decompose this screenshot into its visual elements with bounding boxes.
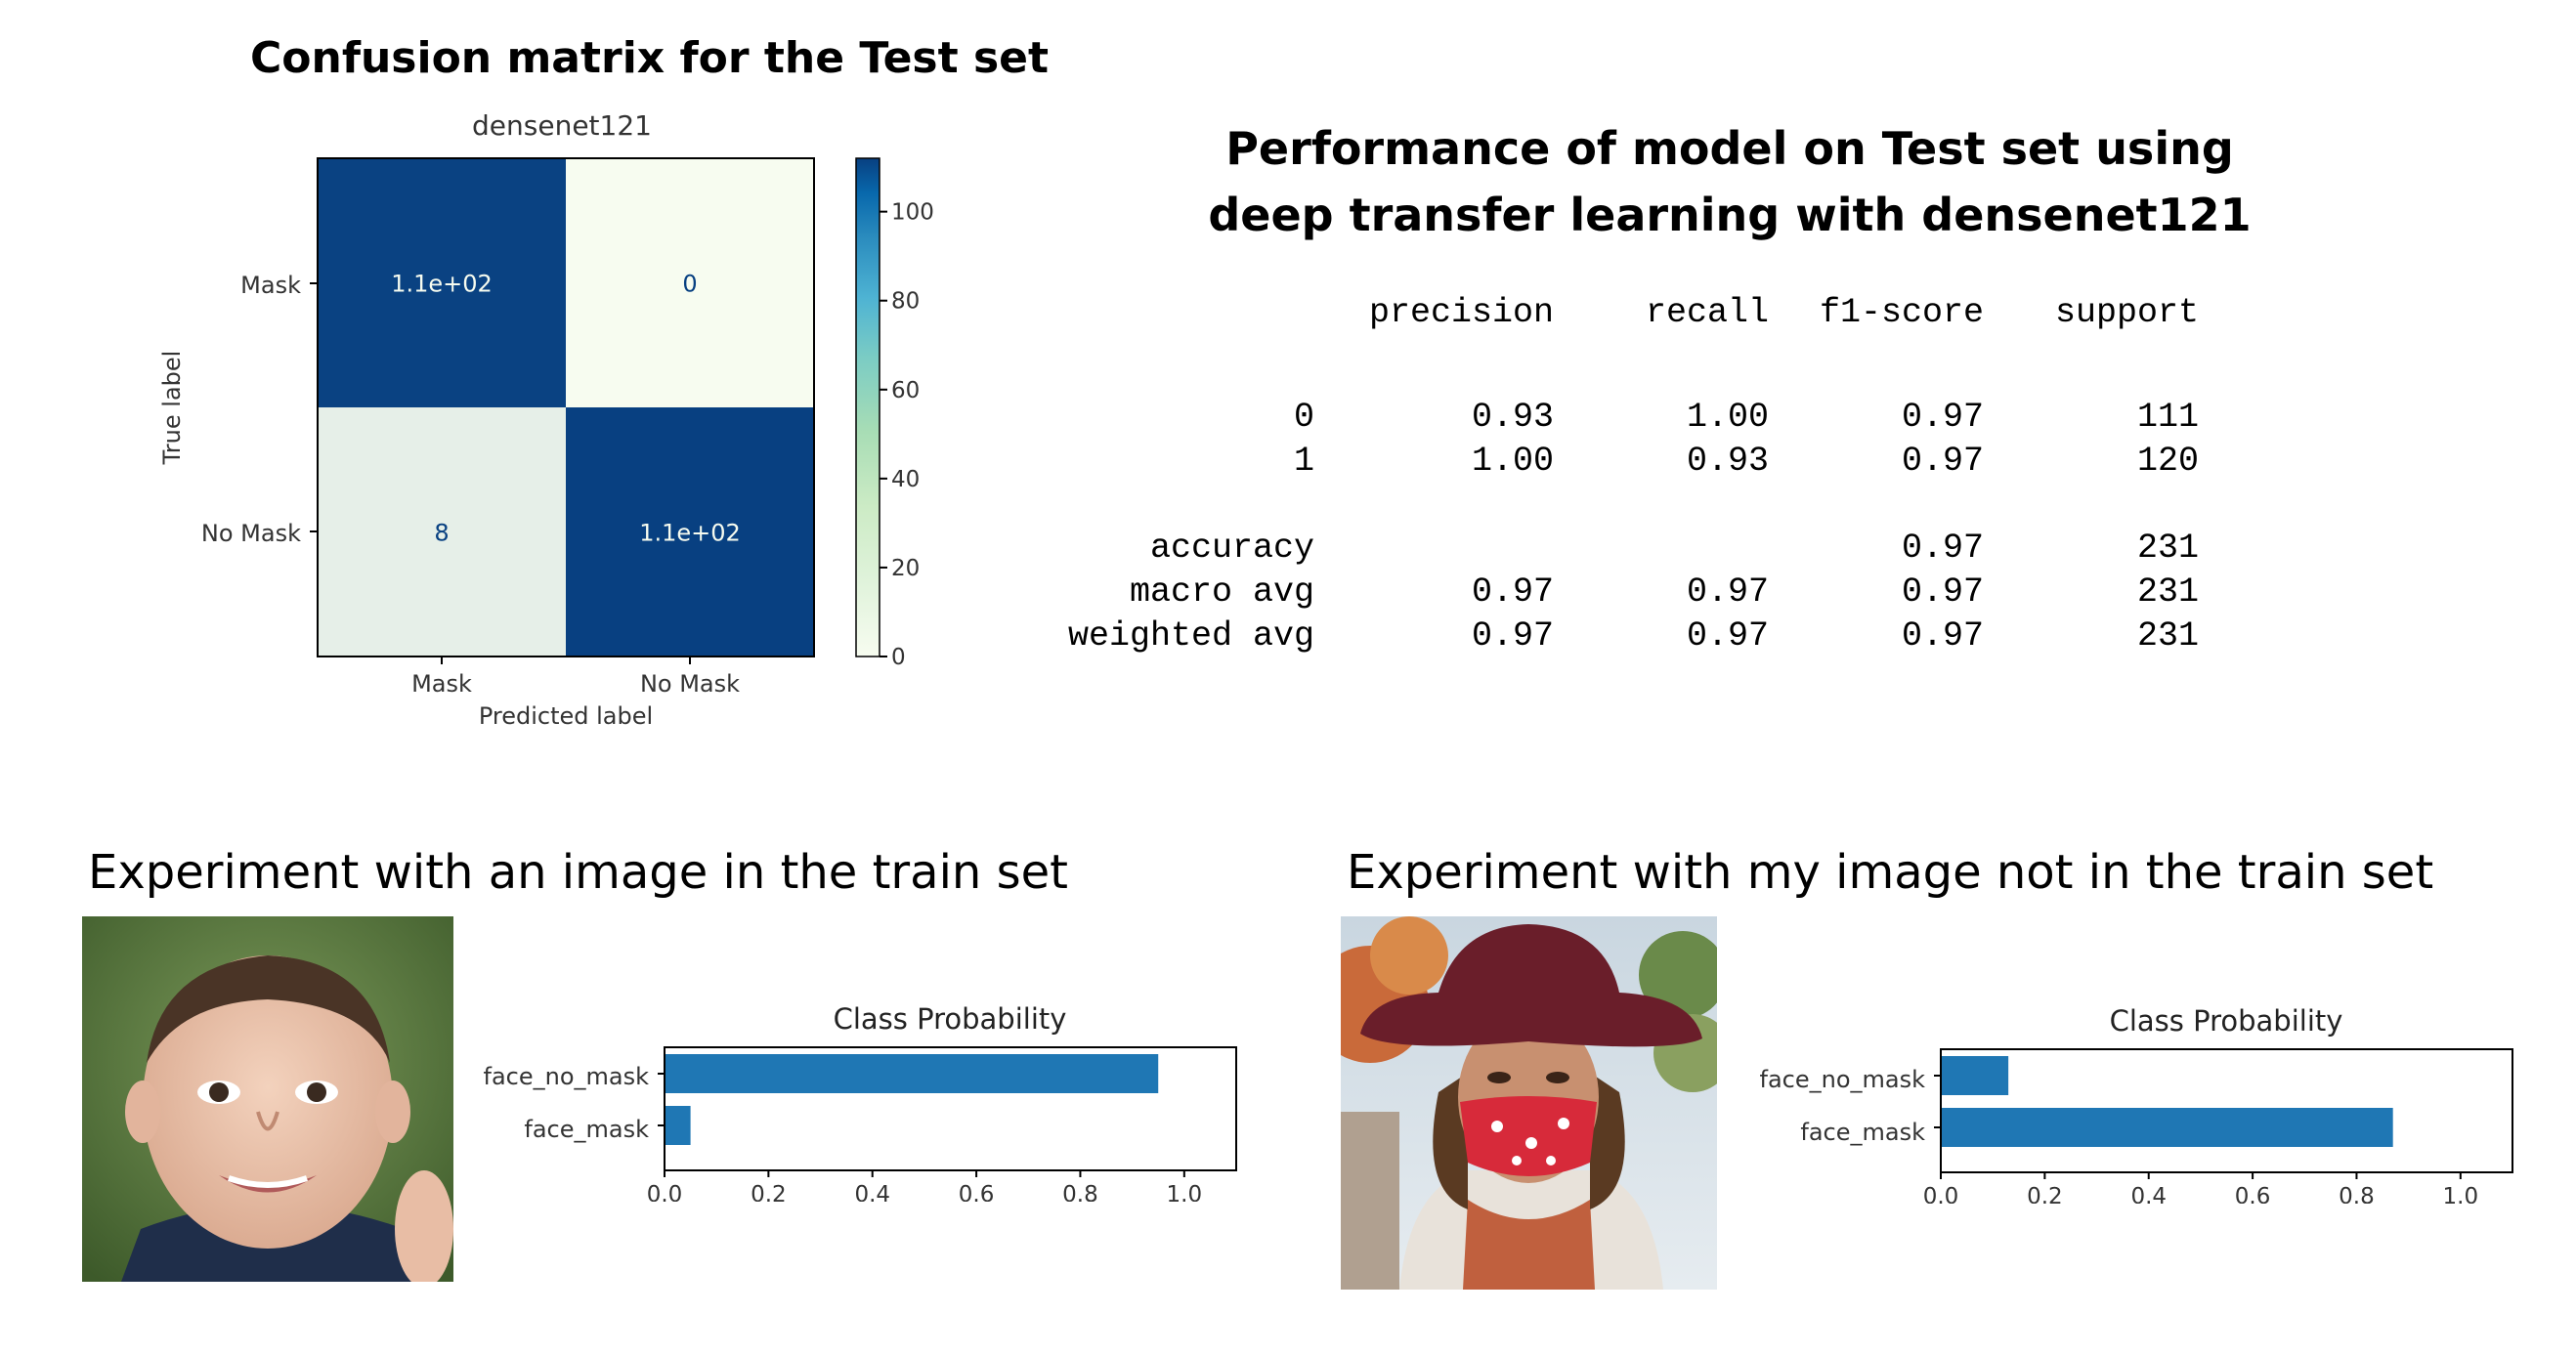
x-axis-label: Predicted label: [479, 702, 653, 730]
header-precision: precision: [1368, 293, 1554, 332]
classification-report: precision recall f1-score support 0 0.93…: [1031, 293, 2199, 657]
category-label-face-no-mask: face_no_mask: [1760, 1066, 1926, 1093]
matrix-cell-label: 8: [434, 520, 449, 547]
matrix-cell-label: 0: [682, 271, 697, 298]
report-row-1: 1 1.00 0.93 0.97 120: [1293, 441, 2199, 481]
header-f1-score: f1-score: [1819, 293, 1984, 332]
x-tick-label: 0.4: [854, 1182, 890, 1202]
x-tick-label: 0.2: [2027, 1184, 2063, 1204]
colorbar: [855, 157, 880, 657]
y-tick-mask: Mask: [240, 272, 301, 299]
confusion-matrix-title: Confusion matrix for the Test set: [250, 33, 1050, 83]
x-tick-mask: Mask: [411, 670, 472, 698]
matrix-cell-0-1: [566, 158, 814, 407]
colorbar-tick-label: 0: [891, 645, 906, 670]
colorbar-tick-label: 20: [891, 556, 920, 581]
performance-title: Performance of model on Test set using d…: [1124, 115, 2336, 248]
bar-face-no-mask: [665, 1054, 1159, 1093]
class-probability-chart-mine: Class Probability face_no_mask face_mask…: [1760, 1004, 2513, 1204]
bar-face-mask: [1941, 1108, 2393, 1147]
matrix-cell-1-0: [318, 407, 566, 657]
bar-face-no-mask: [1941, 1056, 2009, 1095]
category-label-face-no-mask: face_no_mask: [484, 1063, 650, 1090]
report-header-row: precision recall f1-score support: [1031, 293, 2199, 352]
colorbar-tick-label: 40: [891, 467, 920, 492]
matrix-cell-1-1: [566, 407, 814, 657]
x-tick-label: 1.0: [1167, 1182, 1203, 1202]
matrix-cell-label: 1.1e+02: [639, 520, 741, 547]
x-tick-label: 1.0: [2443, 1184, 2479, 1204]
chart-title: Class Probability: [2110, 1004, 2343, 1038]
x-tick-no-mask: No Mask: [640, 670, 740, 698]
y-axis-label: True label: [158, 351, 186, 466]
x-tick-label: 0.6: [2235, 1184, 2271, 1204]
x-tick-label: 0.8: [1062, 1182, 1098, 1202]
woman-with-mask-photo: [1341, 916, 1717, 1290]
classification-report-table: precision recall f1-score support 0 0.93…: [1031, 293, 2199, 657]
x-tick-label: 0.6: [959, 1182, 995, 1202]
x-tick-label: 0.2: [751, 1182, 787, 1202]
experiment-mine-title: Experiment with my image not in the trai…: [1347, 845, 2434, 900]
category-label-face-mask: face_mask: [524, 1116, 649, 1143]
report-row-accuracy: accuracy 0.97 231: [1149, 528, 2199, 568]
colorbar-tick-label: 60: [891, 378, 920, 403]
chart-title: Class Probability: [834, 1002, 1067, 1036]
experiment-train-title: Experiment with an image in the train se…: [88, 845, 1068, 900]
child-photo: [82, 916, 453, 1282]
performance-title-line1: Performance of model on Test set using: [1225, 122, 2234, 175]
colorbar-tick-label: 100: [891, 200, 934, 226]
report-row-0: 0 0.93 1.00 0.97 111: [1293, 397, 2199, 437]
bar-face-mask: [665, 1106, 691, 1145]
performance-title-line2: deep transfer learning with densenet121: [1208, 189, 2252, 241]
y-tick-no-mask: No Mask: [201, 520, 301, 547]
matrix-cell-0-0: [318, 158, 566, 407]
report-row-macro-avg: macro avg 0.97 0.97 0.97 231: [1129, 572, 2199, 612]
class-probability-chart-train: Class Probability face_no_mask face_mask…: [484, 1002, 1237, 1202]
matrix-cell-label: 1.1e+02: [391, 271, 493, 298]
x-tick-label: 0.0: [647, 1182, 683, 1202]
category-label-face-mask: face_mask: [1800, 1119, 1925, 1146]
colorbar-tick-label: 80: [891, 289, 920, 315]
confusion-matrix-chart: densenet121 1.1e+02 0 8 1.1e+02 Mask No Mas…: [158, 109, 934, 730]
header-recall: recall: [1645, 293, 1769, 332]
x-tick-label: 0.4: [2130, 1184, 2167, 1204]
header-support: support: [2054, 293, 2199, 332]
x-tick-label: 0.8: [2339, 1184, 2375, 1204]
x-tick-label: 0.0: [1923, 1184, 1959, 1204]
report-row-weighted-avg: weighted avg 0.97 0.97 0.97 231: [1067, 615, 2199, 656]
matrix-subtitle: densenet121: [472, 109, 652, 142]
